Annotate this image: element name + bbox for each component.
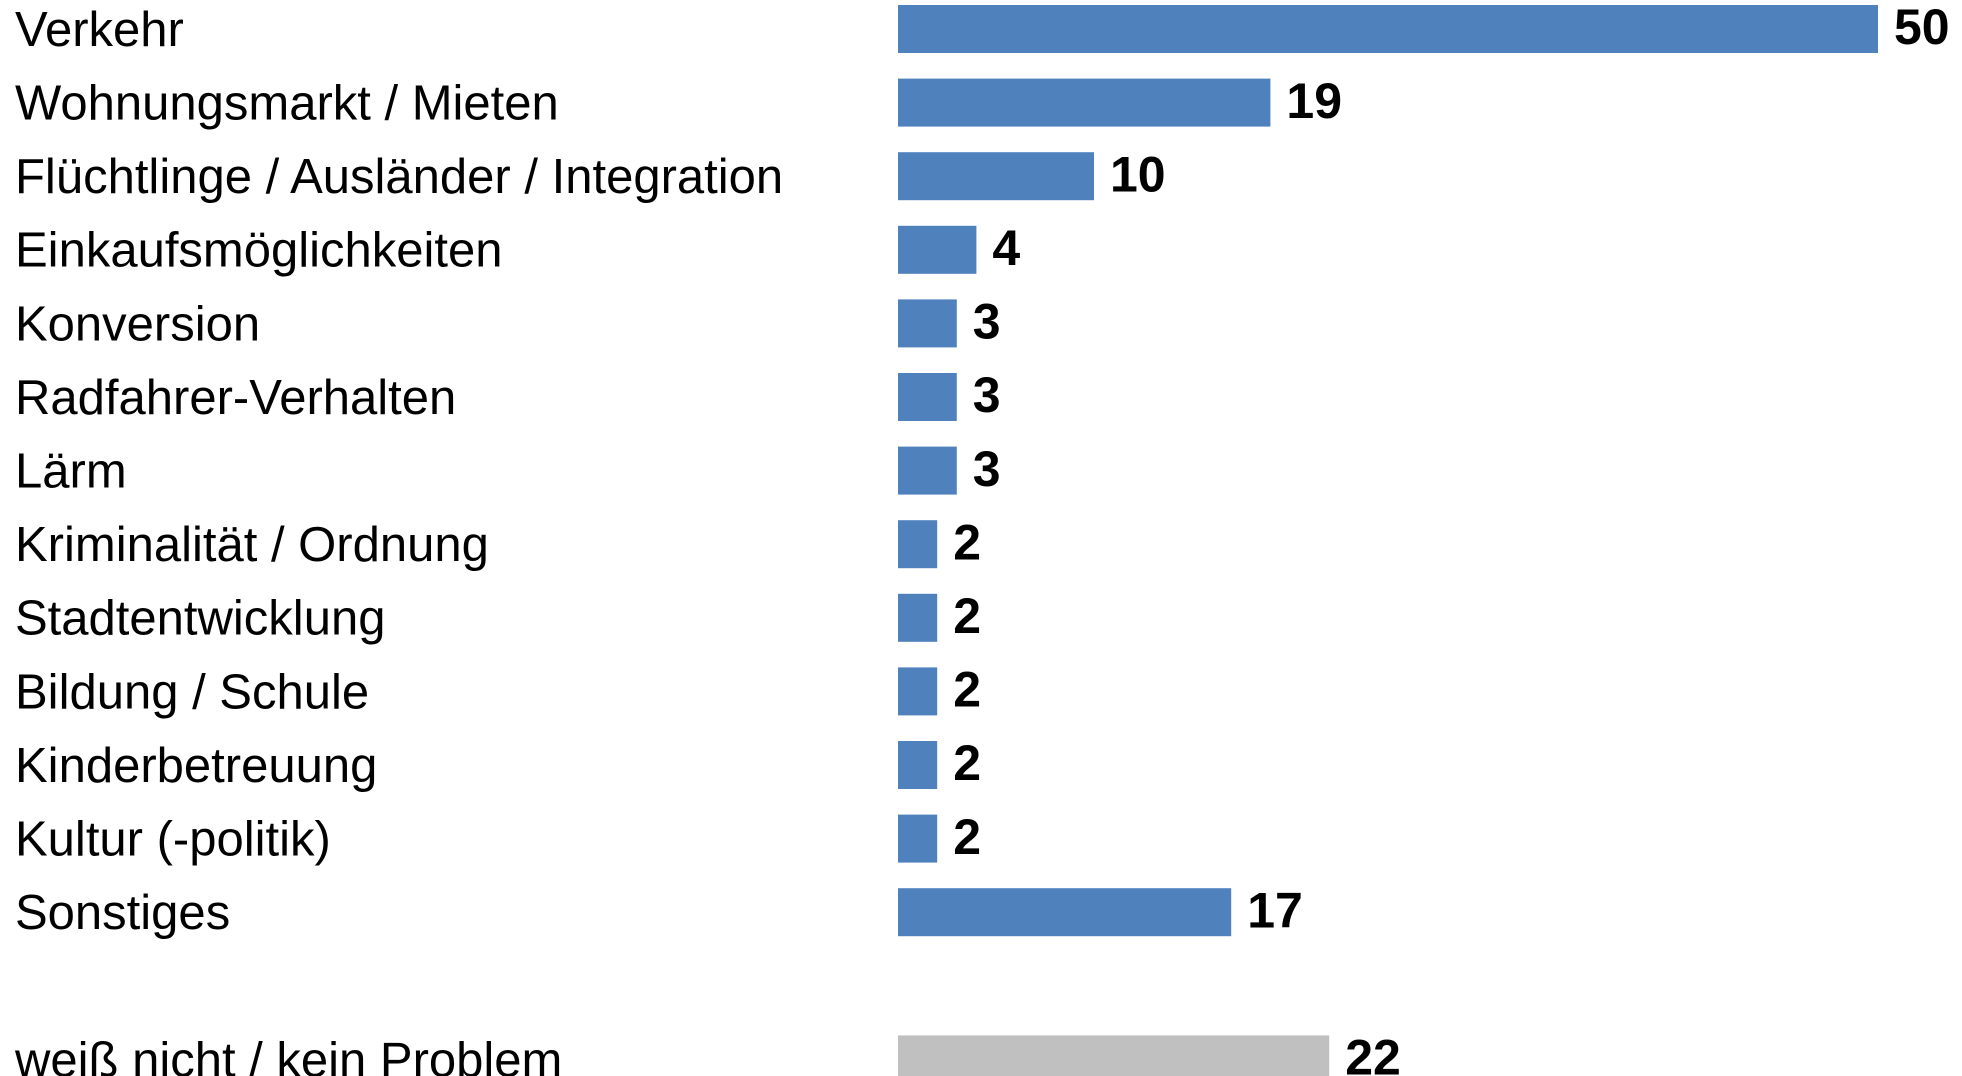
category-label: weiß nicht / kein Problem <box>14 1033 562 1076</box>
bar <box>898 667 938 716</box>
category-label: Bildung / Schule <box>15 665 369 719</box>
bar <box>898 225 977 274</box>
value-label: 2 <box>953 588 981 644</box>
value-label: 4 <box>992 220 1020 276</box>
bar <box>898 741 938 789</box>
category-label: Kultur (-politik) <box>15 813 331 867</box>
category-label: Einkaufsmöglichkeiten <box>15 224 503 278</box>
category-label: Wohnungsmarkt / Mieten <box>15 77 559 131</box>
value-label: 3 <box>973 294 1001 350</box>
value-label: 2 <box>953 809 981 865</box>
category-label: Radfahrer-Verhalten <box>15 371 456 425</box>
bar <box>898 299 957 348</box>
value-label: 50 <box>1894 0 1950 55</box>
value-label: 2 <box>953 735 981 791</box>
bar <box>898 593 938 642</box>
bar <box>898 814 938 863</box>
bar <box>898 446 957 495</box>
value-label: 3 <box>973 367 1001 423</box>
category-label: Verkehr <box>15 3 184 57</box>
bar <box>898 373 957 421</box>
category-label: Flüchtlinge / Ausländer / Integration <box>15 150 783 204</box>
category-label: Konversion <box>15 297 260 351</box>
value-label: 17 <box>1247 882 1303 938</box>
bar <box>898 1035 1330 1076</box>
bar <box>898 78 1271 127</box>
value-label: 10 <box>1110 146 1166 202</box>
value-label: 2 <box>953 514 981 570</box>
bar <box>898 888 1232 937</box>
value-label: 19 <box>1286 73 1342 129</box>
category-label: Lärm <box>15 445 127 499</box>
bar <box>898 5 1878 53</box>
category-label: Stadtentwicklung <box>15 592 385 646</box>
bar <box>898 152 1094 201</box>
value-label: 3 <box>973 441 1001 497</box>
category-label: Kinderbetreuung <box>15 739 377 793</box>
value-label: 2 <box>953 662 981 718</box>
category-label: Sonstiges <box>15 886 230 940</box>
category-label: Kriminalität / Ordnung <box>15 518 489 572</box>
bar <box>898 520 938 569</box>
value-label: 22 <box>1345 1030 1401 1076</box>
